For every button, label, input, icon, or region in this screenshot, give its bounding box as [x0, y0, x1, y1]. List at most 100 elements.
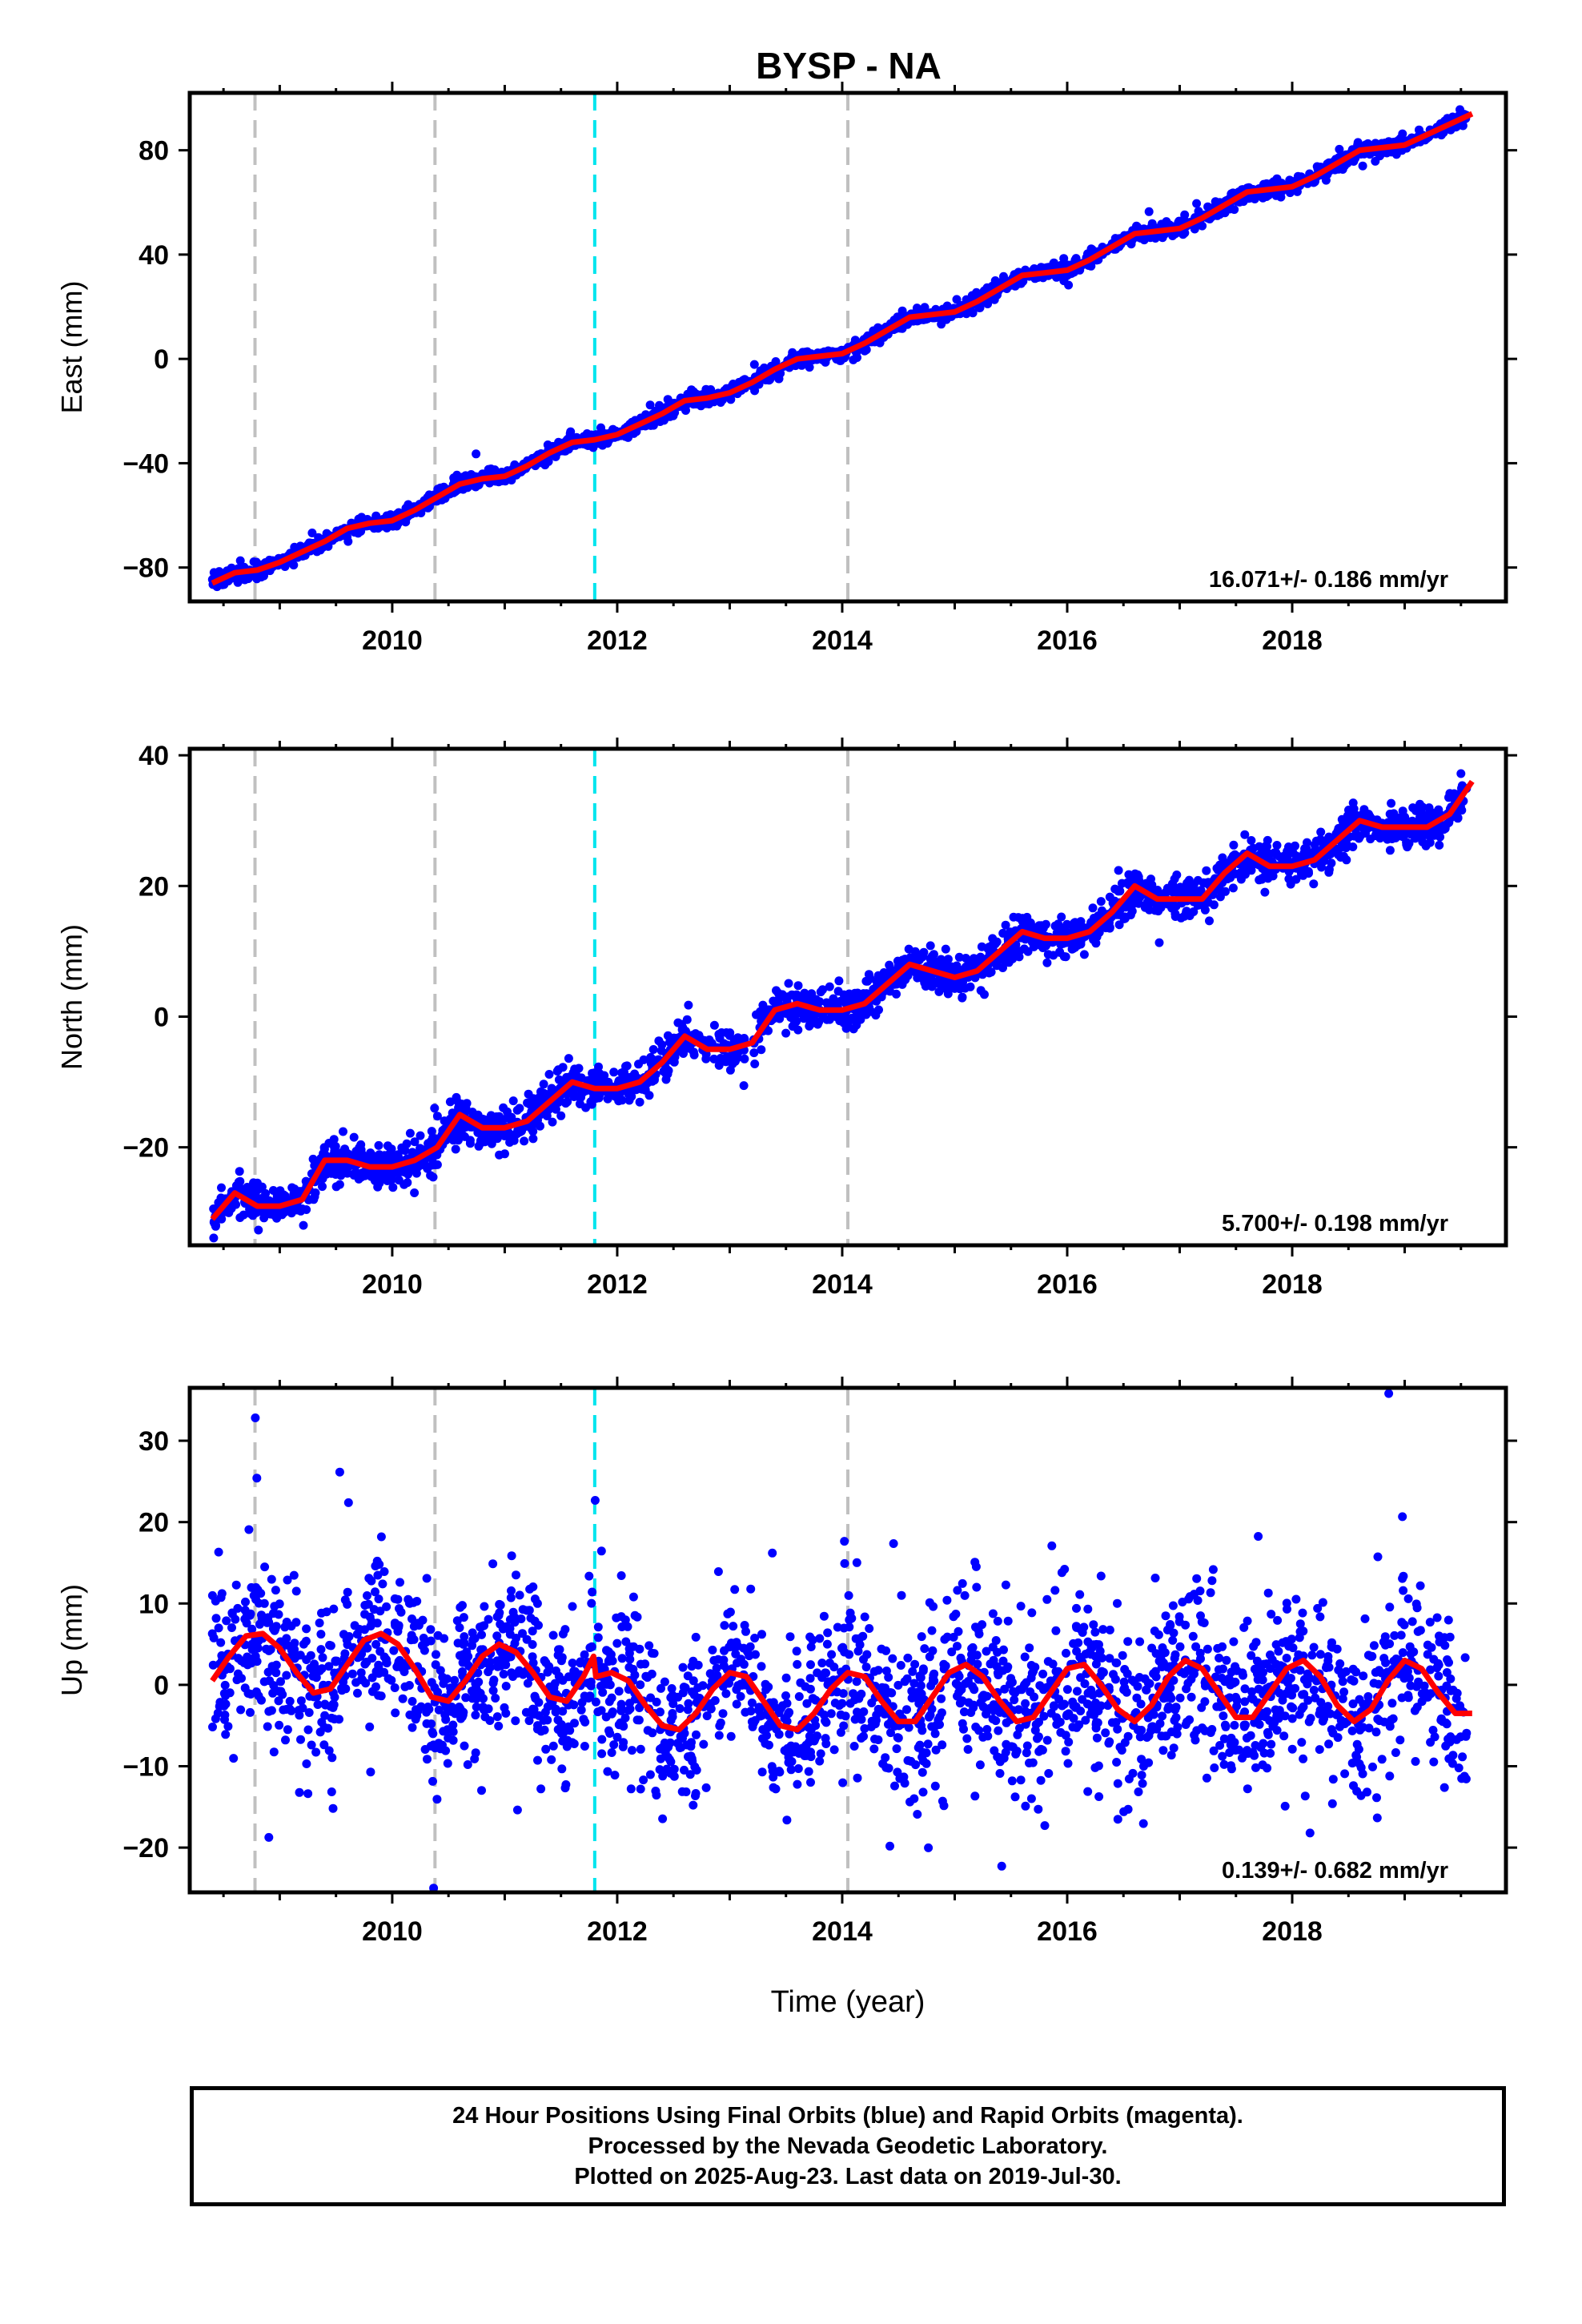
- data-point: [1154, 938, 1164, 947]
- data-point: [1385, 810, 1395, 818]
- data-point: [257, 1182, 267, 1192]
- y-tick-label: 40: [139, 741, 169, 771]
- data-point: [588, 1068, 597, 1078]
- x-tick-label: 2010: [362, 625, 423, 656]
- data-point: [249, 557, 259, 566]
- data-point: [918, 974, 928, 983]
- data-point: [310, 1192, 319, 1201]
- data-point: [804, 1767, 813, 1776]
- data-point: [749, 1048, 759, 1058]
- data-point: [781, 1009, 790, 1018]
- data-point: [386, 510, 396, 520]
- data-point: [1120, 914, 1130, 923]
- data-point: [319, 1144, 329, 1154]
- data-point: [564, 1054, 573, 1063]
- data-point: [1059, 276, 1069, 286]
- data-point: [428, 1776, 437, 1786]
- data-point: [1309, 1686, 1319, 1695]
- data-point: [599, 1078, 608, 1088]
- data-point: [689, 1047, 698, 1057]
- data-point: [1114, 866, 1123, 875]
- data-point: [1173, 1723, 1182, 1732]
- data-point: [874, 1005, 883, 1015]
- data-point: [1316, 827, 1326, 837]
- data-point: [528, 1626, 537, 1636]
- data-point: [449, 473, 459, 483]
- data-point: [249, 1178, 259, 1188]
- data-point: [492, 1631, 502, 1641]
- data-point: [340, 1144, 350, 1154]
- data-point: [815, 997, 825, 1007]
- data-point: [465, 1139, 475, 1148]
- data-point: [360, 1171, 370, 1180]
- data-point: [1038, 926, 1047, 935]
- data-point: [1079, 950, 1089, 959]
- y-tick-label: 80: [139, 136, 169, 167]
- y-tick-label: −80: [122, 553, 169, 584]
- data-point: [980, 990, 989, 999]
- data-point: [701, 1054, 711, 1063]
- data-point: [308, 1154, 318, 1164]
- data-point: [654, 1036, 664, 1046]
- data-point: [1348, 842, 1358, 851]
- data-point: [408, 1723, 417, 1732]
- data-point: [793, 981, 803, 991]
- data-point: [1057, 912, 1066, 922]
- data-point: [1336, 853, 1346, 862]
- data-point: [209, 1233, 219, 1243]
- data-point: [903, 971, 913, 980]
- data-point: [544, 1070, 554, 1079]
- data-point: [307, 529, 317, 537]
- data-point: [533, 1755, 542, 1765]
- data-point: [1349, 804, 1359, 814]
- data-point: [1435, 840, 1444, 850]
- data-point: [1419, 830, 1429, 839]
- data-point: [809, 1018, 819, 1027]
- data-point: [388, 1183, 398, 1192]
- data-point: [428, 1172, 438, 1182]
- data-point: [1202, 866, 1211, 875]
- data-point: [718, 1709, 728, 1719]
- data-point: [1456, 769, 1466, 778]
- data-point: [774, 995, 784, 1004]
- data-point: [1205, 916, 1214, 926]
- data-point: [1061, 952, 1070, 962]
- data-point: [1194, 207, 1203, 216]
- data-point: [1114, 920, 1124, 930]
- data-point: [844, 991, 853, 1001]
- data-point: [865, 974, 875, 983]
- data-points: [209, 769, 1472, 1243]
- data-point: [1418, 802, 1427, 812]
- data-point: [387, 1175, 396, 1184]
- data-point: [757, 1045, 766, 1055]
- data-point: [1228, 188, 1238, 198]
- data-point: [507, 1551, 516, 1561]
- x-tick-label: 2014: [812, 1269, 873, 1300]
- data-point: [1354, 834, 1363, 843]
- data-point: [389, 1646, 399, 1655]
- data-point: [565, 1072, 575, 1082]
- data-point: [1411, 806, 1420, 815]
- data-point: [356, 1668, 366, 1678]
- data-point: [264, 1196, 274, 1205]
- data-point: [941, 944, 950, 954]
- data-point: [675, 1704, 685, 1713]
- y-tick-label: 20: [139, 871, 169, 902]
- data-point: [217, 1183, 226, 1192]
- data-point: [520, 1136, 529, 1146]
- data-point: [492, 1112, 501, 1121]
- data-point: [472, 449, 481, 459]
- data-point: [821, 998, 831, 1007]
- data-point: [257, 1207, 266, 1216]
- data-point: [635, 1097, 644, 1107]
- y-axis-label: North (mm): [55, 924, 88, 1070]
- data-point: [280, 1191, 290, 1200]
- data-point: [1247, 836, 1256, 845]
- data-point: [1052, 928, 1062, 938]
- data-point: [1136, 1699, 1146, 1709]
- data-point: [691, 1632, 701, 1642]
- data-point: [1304, 869, 1313, 878]
- data-point: [934, 987, 944, 996]
- data-point: [488, 1559, 498, 1569]
